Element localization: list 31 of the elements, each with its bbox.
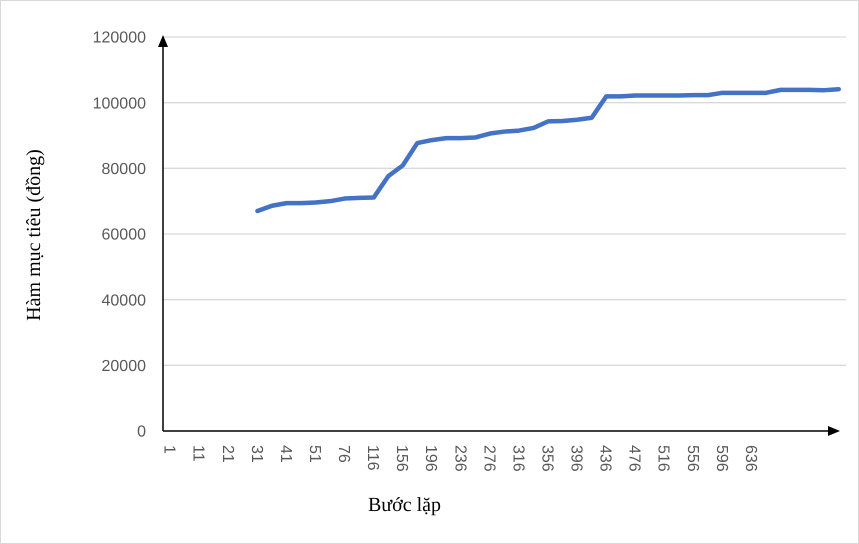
y-tick-label: 20000 xyxy=(102,358,146,375)
line-series xyxy=(255,86,841,214)
x-tick-label: 31 xyxy=(248,445,265,463)
x-tick-label: 1 xyxy=(160,445,178,454)
x-tick-label: 156 xyxy=(393,445,410,472)
x-tick-label: 41 xyxy=(276,445,294,463)
x-tick-label: 396 xyxy=(568,445,585,472)
x-tick-label: 596 xyxy=(712,445,730,472)
x-tick-label: 316 xyxy=(509,445,526,472)
x-tick-label: 76 xyxy=(335,445,352,463)
x-tick-label: 21 xyxy=(218,445,236,463)
y-tick-label: 100000 xyxy=(92,95,146,112)
y-tick-label: 120000 xyxy=(92,30,146,47)
x-tick-label: 276 xyxy=(480,445,498,472)
x-tick-label: 196 xyxy=(422,445,440,472)
x-tick-label: 11 xyxy=(190,445,207,462)
x-tick-label: 436 xyxy=(596,445,614,472)
x-tick-label: 556 xyxy=(684,445,701,472)
x-tick-label: 516 xyxy=(654,445,672,472)
x-tick-label: 236 xyxy=(451,445,468,472)
y-tick-label: 80000 xyxy=(102,160,146,178)
x-tick-label: 356 xyxy=(538,445,556,472)
y-axis-title: Hàm mục tiêu (đồng) xyxy=(23,149,45,321)
x-axis-title: Bước lặp xyxy=(368,494,442,516)
x-tick-label: 476 xyxy=(626,445,643,472)
x-tick-label: 636 xyxy=(742,445,759,472)
y-tick-label: 60000 xyxy=(102,226,146,244)
x-tick-label: 116 xyxy=(364,445,382,471)
x-tick-label: 51 xyxy=(306,445,323,463)
y-tick-label: 0 xyxy=(137,424,146,441)
y-tick-label: 40000 xyxy=(102,292,146,310)
